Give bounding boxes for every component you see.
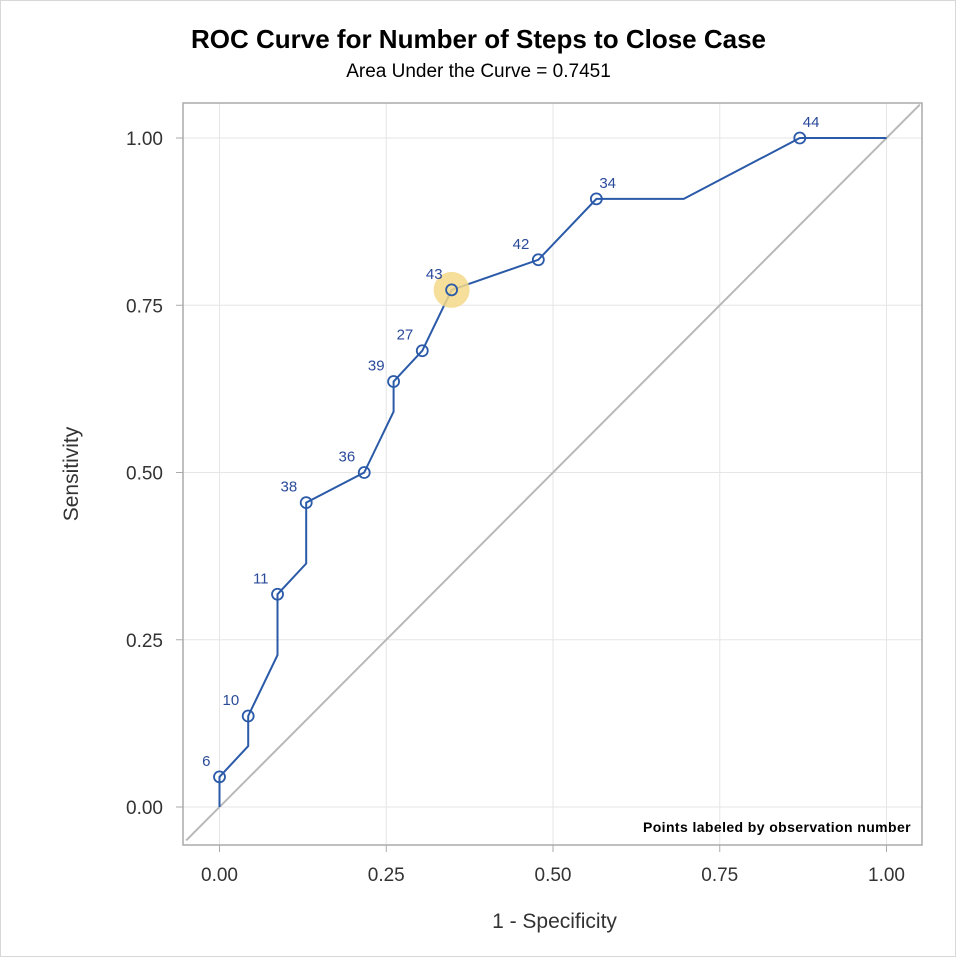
y-tick-label: 1.00 [126, 129, 163, 150]
data-point [299, 496, 313, 510]
point-label: 38 [281, 479, 298, 496]
y-tick-label: 0.00 [126, 798, 163, 819]
point-label: 6 [202, 753, 210, 770]
y-tick-label: 0.75 [126, 296, 163, 317]
point-label: 36 [339, 449, 356, 466]
x-tick-label: 1.00 [868, 865, 905, 886]
point-label: 43 [426, 266, 443, 283]
y-tick-label: 0.50 [126, 464, 163, 485]
point-label: 44 [803, 114, 820, 131]
data-point [241, 709, 255, 723]
point-label: 34 [599, 175, 616, 192]
y-axis-ticks: 0.00 0.25 0.50 0.75 1.00 [126, 129, 183, 819]
x-axis-ticks: 0.00 0.25 0.50 0.75 1.00 [201, 845, 905, 886]
reference-diagonal-line [185, 103, 921, 842]
point-label: 10 [222, 692, 239, 709]
x-tick-label: 0.25 [368, 865, 405, 886]
x-axis-label: 1 - Specificity [492, 910, 617, 933]
data-point [357, 466, 371, 479]
chart-subtitle: Area Under the Curve = 0.7451 [346, 61, 611, 82]
chart-title: ROC Curve for Number of Steps to Close C… [191, 24, 766, 54]
roc-points: 6 10 11 38 36 39 27 43 42 34 44 [202, 114, 820, 784]
highlight-marker [433, 271, 470, 308]
data-point [793, 131, 807, 145]
y-tick-label: 0.25 [126, 631, 163, 652]
data-point [415, 344, 429, 358]
data-point [445, 283, 459, 297]
points-note: Points labeled by observation number [643, 819, 911, 835]
data-point [271, 587, 284, 601]
data-point [589, 192, 603, 206]
point-label: 11 [253, 570, 269, 587]
x-tick-label: 0.50 [535, 865, 572, 886]
x-tick-label: 0.00 [201, 865, 238, 886]
x-tick-label: 0.75 [701, 865, 738, 886]
y-axis-label: Sensitivity [60, 426, 83, 521]
point-label: 27 [397, 327, 414, 344]
data-point [387, 375, 400, 388]
point-label: 39 [368, 358, 385, 375]
data-point [531, 253, 545, 267]
point-label: 42 [513, 236, 530, 253]
data-point [213, 770, 226, 784]
